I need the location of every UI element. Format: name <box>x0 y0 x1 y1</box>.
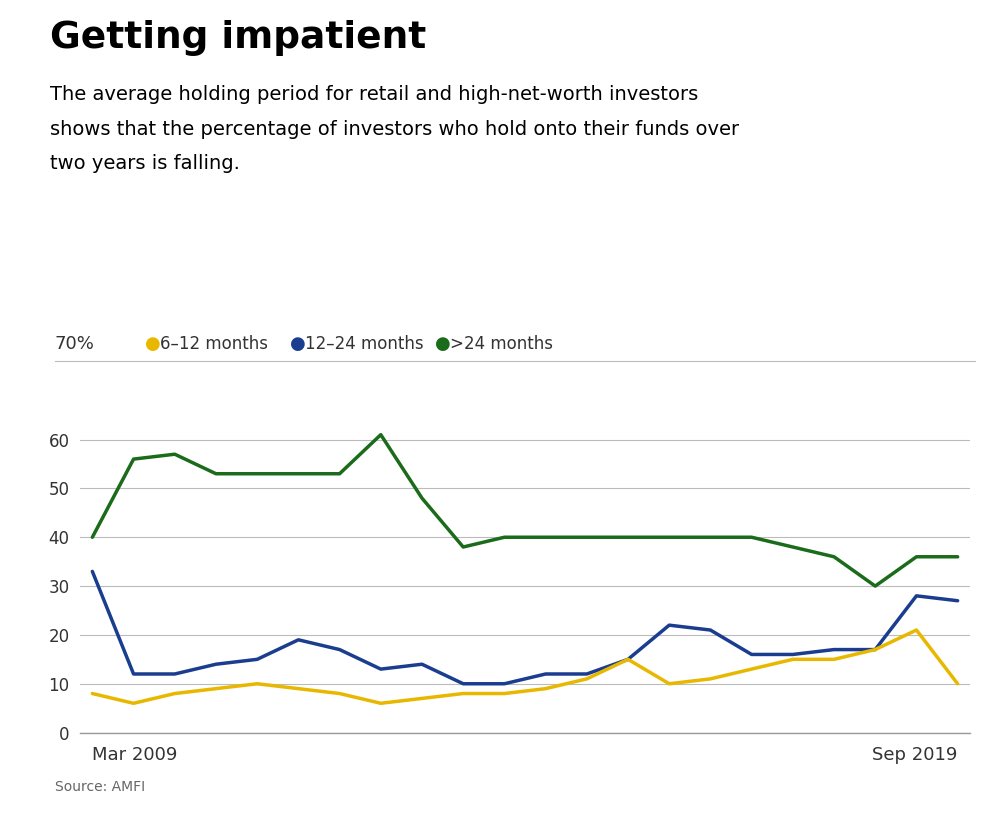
Text: two years is falling.: two years is falling. <box>50 154 240 173</box>
Text: shows that the percentage of investors who hold onto their funds over: shows that the percentage of investors w… <box>50 120 739 138</box>
Text: ●: ● <box>145 335 161 353</box>
Text: Getting impatient: Getting impatient <box>50 20 426 56</box>
Text: ●: ● <box>290 335 306 353</box>
Text: 6–12 months: 6–12 months <box>160 335 268 353</box>
Text: ●: ● <box>435 335 451 353</box>
Text: Source: AMFI: Source: AMFI <box>55 780 145 794</box>
Text: 12–24 months: 12–24 months <box>305 335 424 353</box>
Text: The average holding period for retail and high-net-worth investors: The average holding period for retail an… <box>50 85 698 104</box>
Text: 70%: 70% <box>55 335 95 353</box>
Text: >24 months: >24 months <box>450 335 553 353</box>
